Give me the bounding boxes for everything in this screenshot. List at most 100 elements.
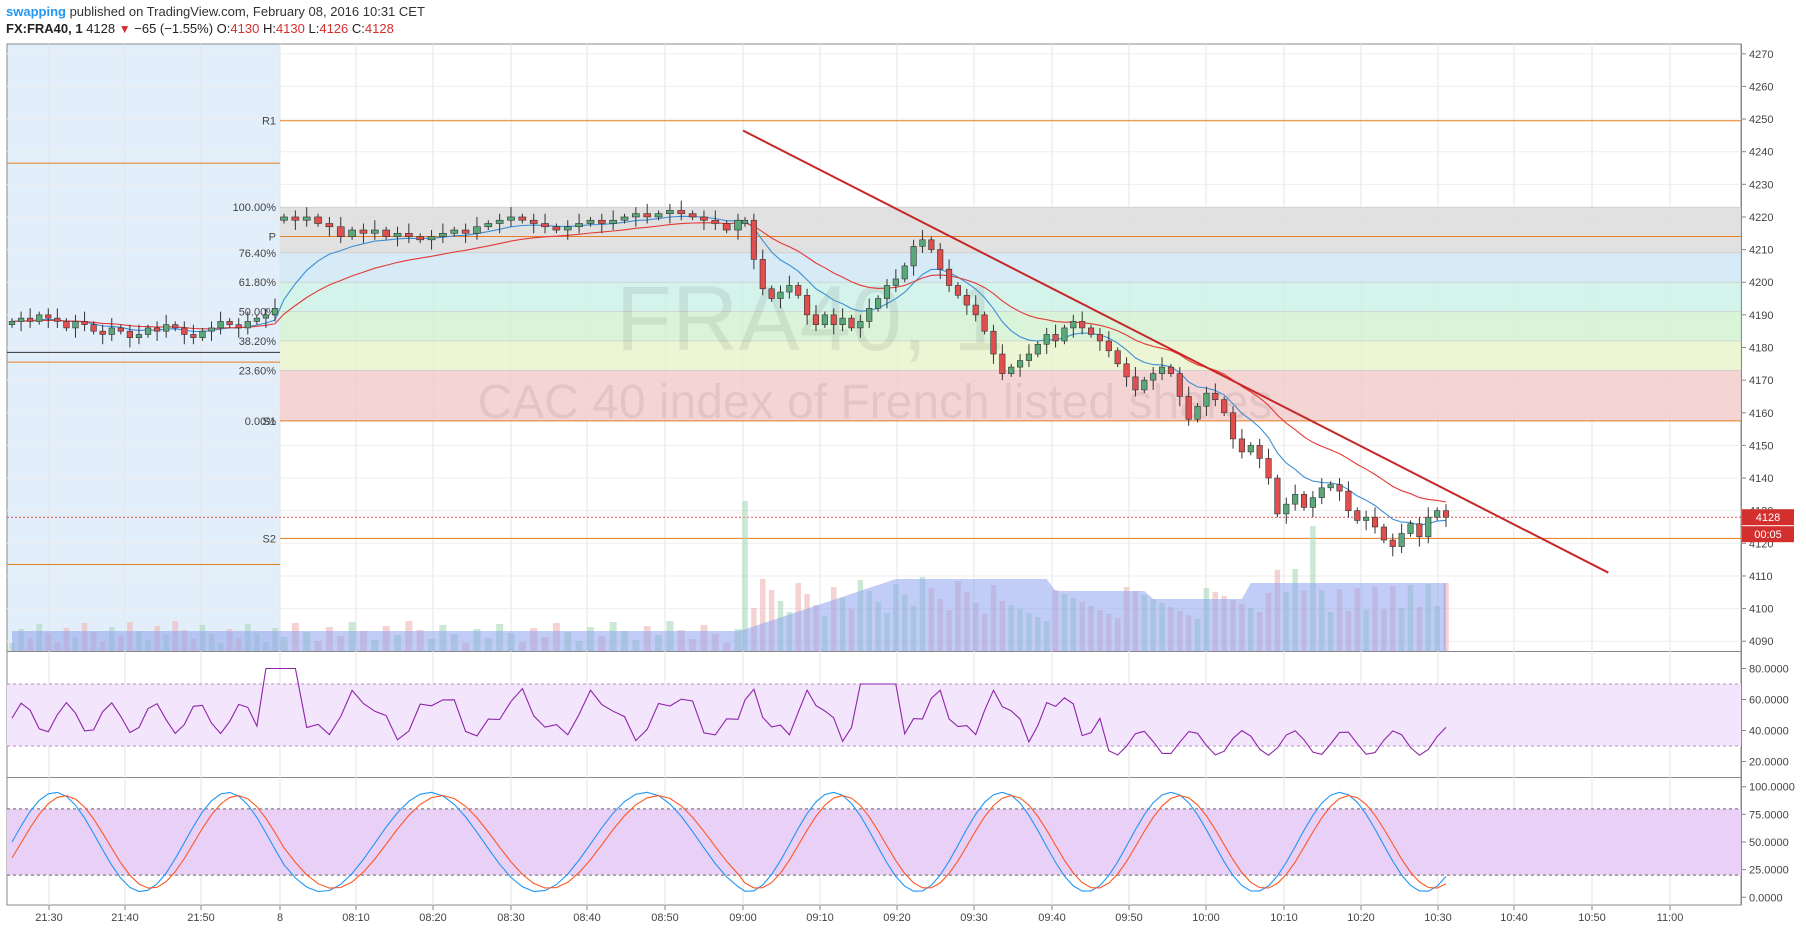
candle-body <box>563 226 572 231</box>
candle-body <box>518 216 527 221</box>
candle-body <box>901 265 908 280</box>
candle-body <box>1265 458 1272 479</box>
price-tick-label: 4150 <box>1749 440 1773 452</box>
fib-label: 100.00% <box>233 202 277 214</box>
candle-body <box>777 291 784 299</box>
fib-label: 0.00% <box>245 416 276 428</box>
candle-body <box>1380 526 1387 541</box>
candle-body <box>1407 523 1414 534</box>
candle-body <box>1150 373 1157 381</box>
candle-body <box>208 327 215 332</box>
candle-body <box>1070 321 1077 329</box>
candle-body <box>135 334 143 339</box>
candle-body <box>688 213 697 218</box>
drawings-layer[interactable] <box>742 129 1609 574</box>
candle-body <box>741 219 749 224</box>
candle-body <box>314 216 322 224</box>
candle-body <box>81 321 88 325</box>
price-change: −65 (−1.55%) <box>134 21 214 36</box>
candle-body <box>1256 445 1263 459</box>
stochastic-pane[interactable] <box>7 791 1741 893</box>
candle-body <box>1034 343 1041 355</box>
main-pane[interactable]: 100.00% 76.40% 61.80% 50.00% 38.20% 23.60% 0.0… <box>6 43 1742 906</box>
symbol-name[interactable]: FX:FRA40, 1 <box>6 21 83 36</box>
fib-label: 76.40% <box>239 248 277 260</box>
price-tick-label: 4190 <box>1749 310 1773 322</box>
candle-body <box>529 219 538 224</box>
price-tick-label: 4230 <box>1749 179 1773 191</box>
candle-body <box>700 216 708 221</box>
candle-body <box>848 317 855 329</box>
time-tick-label: 10:50 <box>1578 912 1606 924</box>
candle-body <box>416 236 425 241</box>
candle-body <box>1141 379 1148 391</box>
candle-body <box>768 288 775 299</box>
candle-body <box>866 308 873 322</box>
time-tick-label: 8 <box>277 912 283 924</box>
candle-body <box>117 327 124 332</box>
rsi-tick-label: 20.0000 <box>1749 757 1789 769</box>
candle-body <box>36 314 43 322</box>
candle-body <box>199 330 206 339</box>
candle-body <box>1043 334 1050 345</box>
price-tick-label: 4210 <box>1749 245 1773 257</box>
last-price: 4128 <box>86 21 116 36</box>
stoch-d-line <box>11 795 1447 889</box>
candle-body <box>1203 392 1210 407</box>
candle-body <box>609 219 617 224</box>
candle-body <box>271 308 279 316</box>
candle-body <box>750 219 757 260</box>
rsi-pane[interactable] <box>7 667 1741 756</box>
candle-body <box>586 219 595 224</box>
rsi-line <box>11 667 1447 756</box>
price-tick-label: 4100 <box>1749 604 1773 616</box>
price-tick-label: 4220 <box>1749 212 1773 224</box>
candle-body <box>857 321 864 329</box>
stoch-band <box>7 808 1741 876</box>
candle-body <box>484 223 493 228</box>
candle-body <box>963 294 970 306</box>
time-tick-label: 08:30 <box>497 912 525 924</box>
open-label: O: <box>216 21 231 36</box>
time-tick-label: 09:00 <box>729 912 757 924</box>
candle-body <box>172 324 179 329</box>
candle-body <box>795 285 802 296</box>
time-tick-label: 10:10 <box>1270 912 1298 924</box>
time-tick-label: 10:00 <box>1192 912 1220 924</box>
price-tick-label: 4180 <box>1749 343 1773 355</box>
candle-body <box>27 317 34 322</box>
candle-body <box>1442 510 1450 518</box>
candle-body <box>217 321 224 329</box>
author-link[interactable]: swapping <box>6 4 66 19</box>
candle-body <box>1416 523 1423 538</box>
candle-body <box>1389 539 1396 547</box>
candle-body <box>235 324 242 329</box>
price-axis-bg <box>1742 44 1806 905</box>
price-tick-label: 4110 <box>1749 571 1773 583</box>
candle-body <box>244 321 251 329</box>
candles-layer <box>8 200 1450 557</box>
candle-body <box>575 223 583 228</box>
candle-body <box>190 334 197 339</box>
candle-body <box>1327 484 1334 489</box>
candle-body <box>1088 327 1095 335</box>
candle-body <box>1194 405 1201 420</box>
candle-body <box>262 314 270 319</box>
fib-zone <box>280 282 1741 312</box>
candle-body <box>919 239 926 247</box>
price-tick-label: 4250 <box>1749 114 1773 126</box>
rsi-band <box>7 684 1741 746</box>
candle-body <box>461 229 470 234</box>
close-label: C: <box>351 21 365 36</box>
time-tick-label: 09:10 <box>806 912 834 924</box>
candle-body <box>597 219 606 224</box>
candle-body <box>1425 516 1432 538</box>
fib-label: 23.60% <box>239 365 277 377</box>
candle-body <box>1052 334 1059 342</box>
candle-body <box>17 317 25 322</box>
pivot-label: P <box>269 232 276 244</box>
candle-body <box>1434 510 1441 518</box>
candle-body <box>786 285 793 293</box>
candle-body <box>928 239 935 250</box>
